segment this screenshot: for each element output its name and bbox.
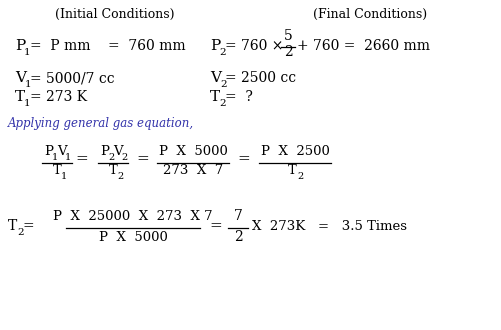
- Text: V: V: [15, 71, 26, 85]
- Text: X  273K   =   3.5 Times: X 273K = 3.5 Times: [252, 220, 407, 233]
- Text: (Initial Conditions): (Initial Conditions): [55, 8, 175, 21]
- Text: 2: 2: [121, 153, 127, 162]
- Text: V: V: [210, 71, 221, 85]
- Text: T: T: [109, 164, 118, 177]
- Text: = 2500 cc: = 2500 cc: [225, 71, 296, 85]
- Text: 1: 1: [65, 153, 71, 162]
- Text: V: V: [57, 145, 67, 158]
- Text: P  X  5000: P X 5000: [158, 145, 227, 158]
- Text: = 760 ×: = 760 ×: [225, 39, 284, 53]
- Text: 273  X  7: 273 X 7: [163, 164, 223, 177]
- Text: 1: 1: [52, 153, 58, 162]
- Text: 1: 1: [25, 80, 32, 89]
- Text: =: =: [76, 152, 88, 166]
- Text: V: V: [113, 145, 123, 158]
- Text: =: =: [23, 219, 35, 233]
- Text: P: P: [44, 145, 53, 158]
- Text: = 5000/7 cc: = 5000/7 cc: [30, 71, 115, 85]
- Text: 2: 2: [219, 48, 225, 57]
- Text: 7: 7: [233, 209, 242, 223]
- Text: =  ?: = ?: [225, 90, 253, 104]
- Text: T: T: [8, 219, 17, 233]
- Text: P: P: [15, 39, 25, 53]
- Text: T: T: [210, 90, 220, 104]
- Text: 2: 2: [219, 99, 225, 108]
- Text: P  X  5000: P X 5000: [99, 231, 167, 244]
- Text: 2: 2: [297, 172, 303, 181]
- Text: Applying general gas equation,: Applying general gas equation,: [8, 117, 194, 130]
- Text: =: =: [137, 152, 149, 166]
- Text: T: T: [53, 164, 62, 177]
- Text: = 273 K: = 273 K: [30, 90, 87, 104]
- Text: (Final Conditions): (Final Conditions): [313, 8, 427, 21]
- Text: P  X  2500: P X 2500: [261, 145, 330, 158]
- Text: 2: 2: [108, 153, 114, 162]
- Text: 2: 2: [117, 172, 123, 181]
- Text: T: T: [288, 164, 297, 177]
- Text: 2: 2: [284, 45, 293, 59]
- Text: P: P: [100, 145, 109, 158]
- Text: =  P mm    =  760 mm: = P mm = 760 mm: [30, 39, 186, 53]
- Text: 1: 1: [61, 172, 67, 181]
- Text: P  X  25000  X  273  X 7: P X 25000 X 273 X 7: [53, 210, 213, 223]
- Text: 1: 1: [24, 48, 31, 57]
- Text: =: =: [209, 219, 222, 233]
- Text: =: =: [237, 152, 250, 166]
- Text: 2: 2: [233, 230, 242, 244]
- Text: + 760 =  2660 mm: + 760 = 2660 mm: [297, 39, 430, 53]
- Text: P: P: [210, 39, 220, 53]
- Text: 2: 2: [220, 80, 226, 89]
- Text: 5: 5: [284, 29, 293, 43]
- Text: T: T: [15, 90, 25, 104]
- Text: 2: 2: [17, 228, 24, 237]
- Text: 1: 1: [24, 99, 31, 108]
